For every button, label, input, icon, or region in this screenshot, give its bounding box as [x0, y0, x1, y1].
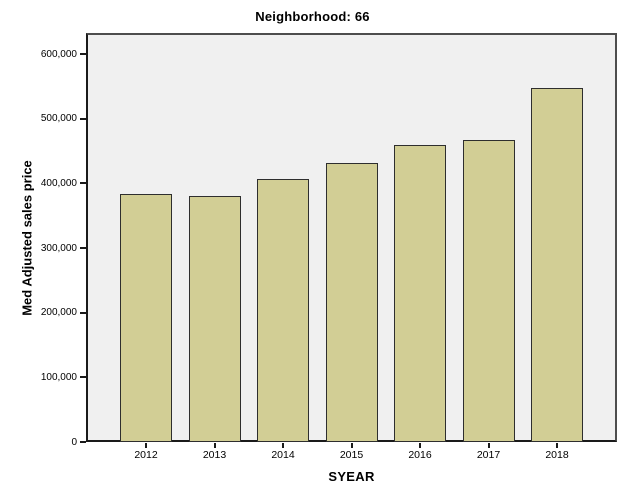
x-tick-mark [419, 443, 421, 448]
x-axis-title: SYEAR [328, 469, 375, 484]
x-tick-label: 2014 [271, 449, 295, 461]
y-tick-label: 600,000 [40, 48, 77, 60]
y-tick-mark [80, 53, 86, 56]
x-tick-mark [213, 443, 216, 448]
bar-2017 [462, 140, 515, 442]
bar-2014 [257, 178, 309, 442]
y-tick-label: 400,000 [40, 177, 77, 189]
x-tick-label: 2017 [476, 449, 501, 461]
bar-2015 [325, 163, 378, 442]
y-tick-mark [80, 182, 86, 185]
x-tick-label: 2013 [202, 449, 227, 461]
x-tick-mark [350, 443, 353, 448]
y-tick-mark [80, 376, 86, 379]
bar-2012 [120, 193, 172, 442]
bar-2016 [394, 144, 446, 442]
y-tick-label: 300,000 [40, 242, 77, 254]
y-tick-mark [80, 117, 86, 120]
y-tick-label: 100,000 [40, 371, 77, 383]
x-tick-mark [145, 443, 147, 448]
y-tick-mark [80, 441, 86, 443]
x-tick-mark [556, 443, 558, 448]
x-tick-label: 2015 [339, 449, 364, 461]
y-tick-mark [80, 247, 86, 249]
x-tick-label: 2016 [408, 449, 432, 461]
bar-2013 [188, 196, 241, 442]
x-tick-label: 2012 [134, 449, 158, 461]
y-tick-label: 0 [71, 436, 77, 448]
chart-title: Neighborhood: 66 [255, 9, 370, 24]
y-tick-label: 200,000 [40, 307, 77, 319]
y-tick-label: 500,000 [40, 113, 77, 125]
x-tick-mark [282, 443, 284, 448]
bar-2018 [531, 87, 583, 442]
x-tick-mark [487, 443, 490, 448]
x-tick-label: 2018 [545, 449, 569, 461]
y-tick-mark [80, 311, 86, 314]
